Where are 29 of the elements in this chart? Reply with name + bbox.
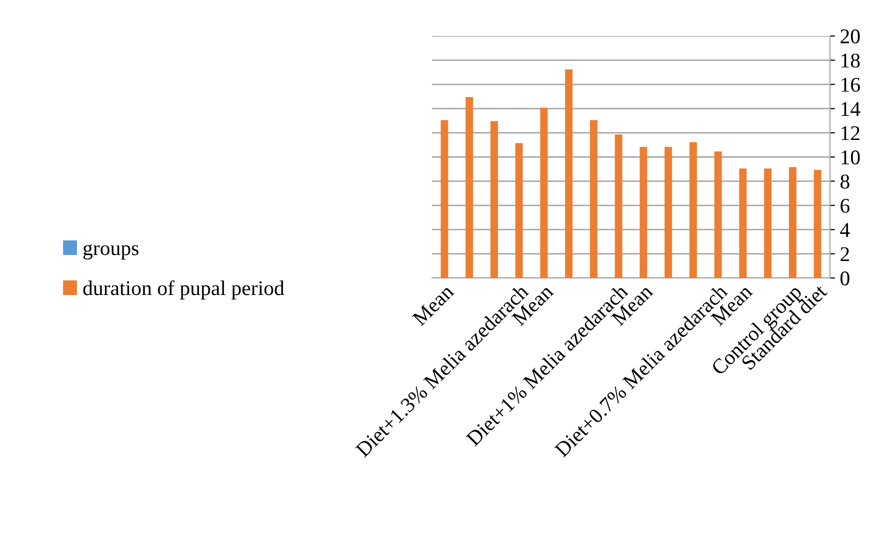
bar [664,146,672,278]
bar [490,121,498,278]
y-tick-label: 2 [840,247,849,262]
legend-label: groups [83,244,138,260]
y-tick-label: 4 [840,223,850,237]
bar [640,146,648,278]
y-tick-label: 20 [840,29,860,44]
bar [814,170,822,278]
legend-label: duration of pupal period [83,280,284,300]
y-tick-label: 0 [840,271,850,286]
y-tick-label: 10 [842,150,860,164]
bar [739,168,747,278]
bar [689,142,697,278]
bar [440,120,448,278]
bar [764,168,772,278]
bar [565,69,573,278]
bar [466,97,474,278]
y-tick-label: 16 [842,78,860,92]
y-tick-label: 14 [842,102,860,116]
bar [614,134,622,278]
bar [788,167,796,278]
y-tick-label: 6 [840,198,850,213]
y-tick-label: 8 [840,174,850,189]
bar [540,108,548,278]
y-tick-label: 18 [842,54,860,68]
bar [515,143,523,278]
y-tick-label: 12 [842,126,860,140]
bar [590,120,598,278]
bar [714,151,722,278]
